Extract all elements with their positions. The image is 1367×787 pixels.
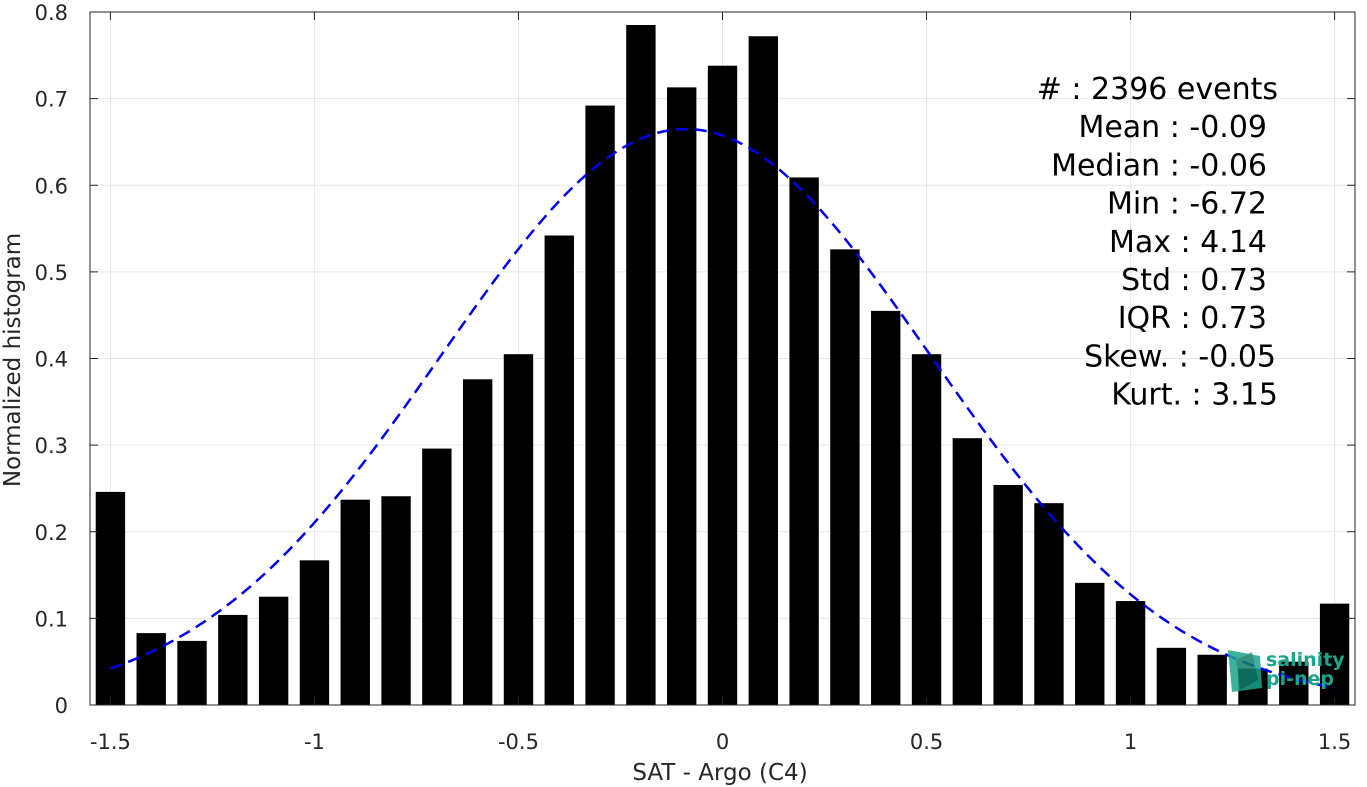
y-axis-ticks: 0 0.1 0.2 0.3 0.4 0.5 0.6 0.7 0.8 bbox=[35, 1, 1355, 718]
histogram-bar bbox=[177, 640, 207, 705]
logo-mark-icon bbox=[1228, 650, 1262, 692]
stat-line: Median : -0.06 bbox=[1051, 148, 1267, 183]
stat-line: # : 2396 events bbox=[1037, 72, 1278, 107]
histogram-bar bbox=[462, 379, 493, 705]
histogram-bar bbox=[1197, 654, 1227, 705]
y-tick-label: 0.6 bbox=[35, 174, 68, 198]
logo-text-line1: salinity bbox=[1266, 649, 1345, 671]
x-tick-label: -1 bbox=[304, 730, 325, 754]
x-tick-label: -1.5 bbox=[90, 730, 131, 754]
histogram-bar bbox=[1034, 503, 1064, 705]
stat-line: IQR : 0.73 bbox=[1118, 301, 1267, 336]
histogram-bar bbox=[258, 596, 289, 705]
stat-line: Min : -6.72 bbox=[1107, 187, 1267, 222]
histogram-bar bbox=[1279, 661, 1309, 705]
histogram-bar bbox=[218, 614, 248, 705]
y-tick-label: 0.3 bbox=[35, 434, 68, 458]
y-tick-label: 0.5 bbox=[35, 261, 68, 285]
y-tick-label: 0.7 bbox=[35, 88, 68, 112]
histogram-bar bbox=[1319, 603, 1350, 705]
stat-line: Mean : -0.09 bbox=[1078, 110, 1267, 145]
y-tick-label: 0.2 bbox=[35, 521, 68, 545]
histogram-bar bbox=[1156, 647, 1187, 705]
stat-line: Skew. : -0.05 bbox=[1084, 339, 1276, 374]
salinity-pi-mep-logo: salinity pi-nep bbox=[1228, 649, 1345, 692]
histogram-bar bbox=[830, 249, 860, 706]
histogram-bar bbox=[952, 438, 983, 705]
histogram-bar bbox=[503, 354, 534, 705]
histogram-bar bbox=[585, 105, 615, 706]
logo-text-line2: pi-nep bbox=[1266, 668, 1334, 690]
histogram-bar bbox=[626, 24, 656, 705]
histogram-bar bbox=[544, 235, 574, 705]
y-tick-label: 0 bbox=[55, 694, 68, 718]
stat-line: Std : 0.73 bbox=[1121, 263, 1267, 298]
histogram-bar bbox=[911, 354, 942, 705]
y-axis-title: Normalized histogram bbox=[0, 233, 26, 487]
x-tick-label: 0.5 bbox=[910, 730, 943, 754]
stat-line: Kurt. : 3.15 bbox=[1111, 378, 1278, 413]
x-tick-label: 1 bbox=[1124, 730, 1137, 754]
histogram-bar bbox=[340, 499, 370, 705]
histogram-bar bbox=[1075, 582, 1105, 705]
y-tick-label: 0.8 bbox=[35, 1, 68, 25]
histogram-bar bbox=[667, 87, 697, 705]
histogram-bar bbox=[95, 491, 126, 705]
histogram-bar bbox=[299, 560, 330, 705]
x-axis-title: SAT - Argo (C4) bbox=[632, 760, 807, 786]
histogram-bar bbox=[748, 36, 778, 705]
histogram-bar bbox=[707, 65, 738, 705]
histogram-bar bbox=[993, 484, 1023, 705]
histogram-bar bbox=[1115, 601, 1146, 705]
histogram-bar bbox=[789, 177, 819, 706]
y-tick-label: 0.1 bbox=[35, 607, 68, 631]
histogram-bar bbox=[422, 448, 452, 705]
x-tick-label: -0.5 bbox=[498, 730, 539, 754]
histogram-bar bbox=[381, 496, 411, 705]
histogram-bar bbox=[871, 310, 901, 705]
y-tick-label: 0.4 bbox=[35, 348, 68, 372]
x-axis-ticks: -1.5 -1 -0.5 0 0.5 1 1.5 bbox=[90, 12, 1351, 754]
gaussian-fit-curve bbox=[109, 127, 1335, 690]
histogram-bar bbox=[136, 633, 166, 705]
histogram-bars bbox=[95, 24, 1350, 706]
x-tick-label: 0 bbox=[716, 730, 729, 754]
stat-line: Max : 4.14 bbox=[1109, 225, 1267, 260]
x-tick-label: 1.5 bbox=[1318, 730, 1351, 754]
